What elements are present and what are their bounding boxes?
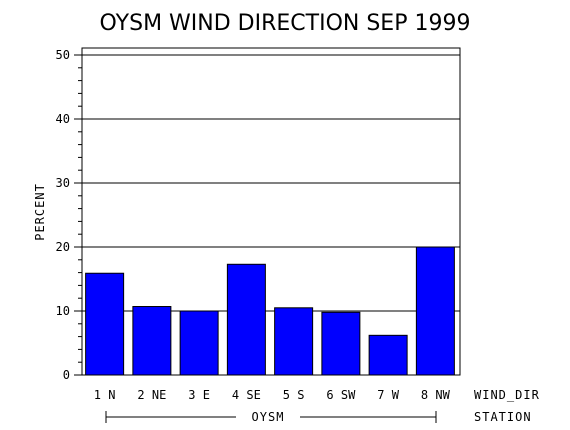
x-axis: 1 N 2 NE 3 E 4 SE 5 S 6 SW 7 W 8 NW bbox=[94, 388, 451, 402]
bar-5 bbox=[274, 307, 314, 376]
plot-frame bbox=[81, 47, 461, 376]
y-tick-label: 30 bbox=[56, 176, 70, 190]
y-tick-label: 40 bbox=[56, 112, 70, 126]
x-tick-label: 3 E bbox=[188, 388, 210, 402]
bars bbox=[85, 246, 455, 376]
y-axis: 0 10 20 30 40 50 bbox=[56, 48, 82, 382]
bar-1 bbox=[85, 272, 125, 376]
y-axis-label: PERCENT bbox=[33, 183, 47, 241]
station-axis-label: STATION bbox=[474, 410, 532, 424]
x-tick-label: 4 SE bbox=[232, 388, 261, 402]
x-tick-label: 5 S bbox=[283, 388, 305, 402]
gridlines bbox=[82, 54, 460, 312]
station-group-label: OYSM bbox=[252, 410, 285, 424]
x-tick-label: 1 N bbox=[94, 388, 116, 402]
bar-8 bbox=[415, 246, 455, 376]
chart-title: OYSM WIND DIRECTION SEP 1999 bbox=[100, 11, 471, 36]
y-tick-label: 10 bbox=[56, 304, 70, 318]
x-tick-label: 7 W bbox=[377, 388, 399, 402]
bar-2 bbox=[132, 306, 172, 376]
bar-4 bbox=[226, 263, 266, 376]
bar-3 bbox=[179, 310, 219, 376]
bar-6 bbox=[321, 311, 361, 376]
y-tick-label: 0 bbox=[63, 368, 70, 382]
x-tick-label: 6 SW bbox=[326, 388, 356, 402]
x-tick-label: 8 NW bbox=[421, 388, 451, 402]
bar-7 bbox=[368, 334, 408, 376]
y-tick-label: 20 bbox=[56, 240, 70, 254]
x-axis-label: WIND_DIR bbox=[474, 388, 540, 402]
x-tick-label: 2 NE bbox=[137, 388, 166, 402]
y-tick-label: 50 bbox=[56, 48, 70, 62]
